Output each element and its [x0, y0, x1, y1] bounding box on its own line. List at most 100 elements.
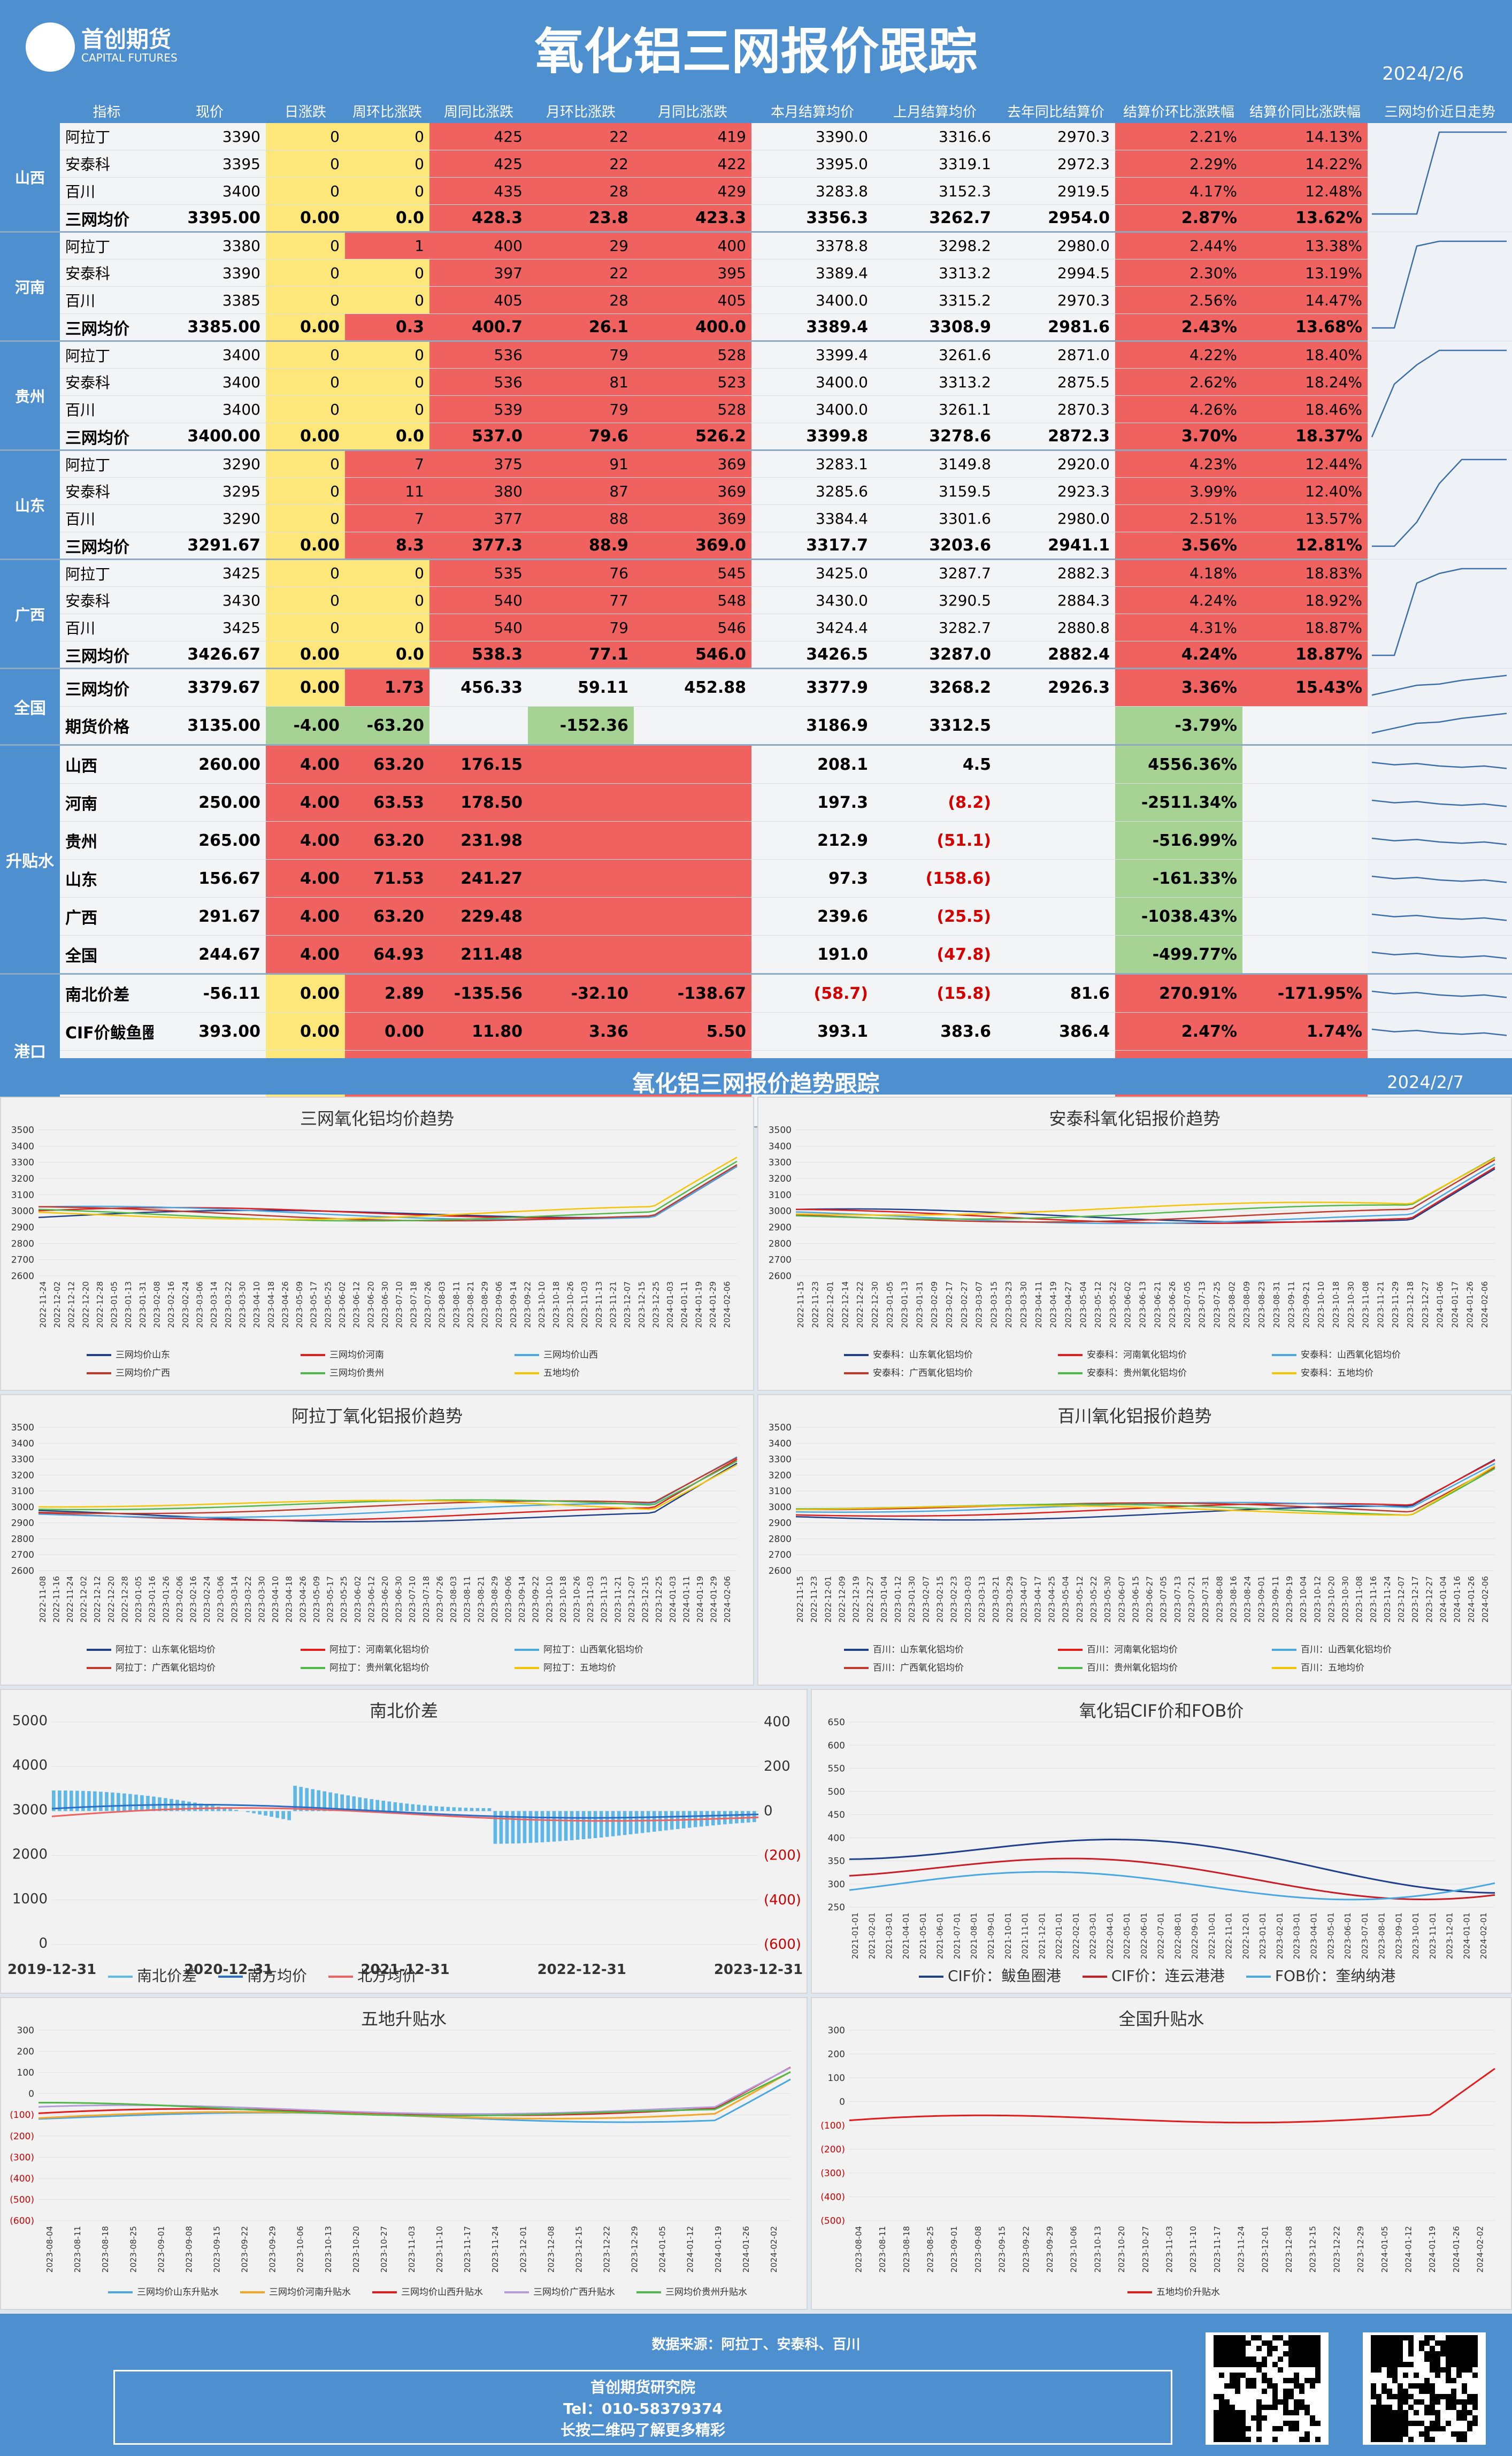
y2-tick-label: 200 — [764, 1758, 790, 1774]
table-cell: 435 — [429, 177, 528, 205]
bar-mark — [64, 1790, 67, 1811]
legend-item: 阿拉丁：贵州氧化铝均价 — [301, 1659, 493, 1677]
table-cell: 15.43% — [1242, 668, 1368, 707]
x-tick-label: 2023-01-30 — [907, 1576, 917, 1623]
table-row: 河南 阿拉丁 3380 0 1 400 29 400 3378.8 3298.2 2980.0 2.4… — [0, 232, 1512, 342]
chart-panel: 南北价差 0 1000 2000 3000 4000 5000 (600) (400) (200)… — [0, 1689, 808, 1994]
x-tick-label: 2022-12-14 — [840, 1281, 850, 1328]
table-cell: 270.91% — [1115, 974, 1242, 1013]
table-cell: 3425.0 — [751, 559, 873, 587]
legend-swatch-icon — [515, 1667, 539, 1669]
bar-mark — [99, 1792, 103, 1811]
bar-mark — [370, 1799, 374, 1811]
qr-hint: 长按二维码了解更多精彩 — [560, 2421, 725, 2439]
table-cell: -32.10 — [528, 974, 634, 1013]
x-tick-label: 2023-07-01 — [1360, 1912, 1370, 1959]
table-cell: 386.4 — [996, 1012, 1115, 1051]
table-cell: 7 — [345, 450, 429, 478]
x-tick-label: 2024-02-06 — [1480, 1576, 1490, 1623]
table-cell: -135.56 — [429, 974, 528, 1013]
table-cell: 0 — [345, 286, 429, 314]
x-tick-label: 2023-11-13 — [600, 1576, 609, 1623]
y-tick-label: 200 — [17, 2047, 34, 2057]
table-cell — [634, 897, 751, 936]
table-cell: 536 — [429, 341, 528, 369]
legend-swatch-icon — [87, 1667, 111, 1669]
x-tick-label: 2023-03-22 — [243, 1576, 253, 1623]
table-row: 河南 250.00 4.00 63.53 178.50 197.3 (8.2) -2511.3… — [0, 783, 1512, 822]
bar-mark — [111, 1792, 114, 1811]
legend-label: 三网均价河南 — [329, 1350, 384, 1360]
bar-mark — [346, 1795, 350, 1811]
x-tick-label: 2024-01-19 — [1427, 2226, 1437, 2273]
x-tick-label: 2022-12-01 — [1241, 1912, 1250, 1959]
legend-label: 百川：山西氧化铝均价 — [1301, 1644, 1392, 1655]
x-tick-label: 2023-07-05 — [1159, 1576, 1169, 1623]
table-cell: -2511.34% — [1115, 783, 1242, 822]
y-tick-label: 3300 — [769, 1158, 792, 1168]
legend-label: 百川：贵州氧化铝均价 — [1087, 1663, 1178, 1673]
x-tick-label: 2022-12-30 — [870, 1281, 880, 1328]
table-cell: 0.3 — [345, 313, 429, 342]
legend-item: 百川：广西氧化铝均价 — [844, 1659, 1037, 1677]
table-cell: 4.17% — [1115, 177, 1242, 205]
table-cell: 0 — [266, 477, 345, 505]
table-cell: 0 — [266, 504, 345, 532]
x-tick-label: 2023-01-05 — [134, 1576, 143, 1623]
y-tick-label: (100) — [820, 2121, 845, 2131]
bar-mark — [411, 1804, 415, 1811]
table-cell: 79 — [528, 395, 634, 423]
row-label: 阿拉丁 — [60, 341, 153, 369]
legend-item: 阿拉丁：广西氧化铝均价 — [87, 1659, 279, 1677]
table-cell: 18.87% — [1242, 614, 1368, 641]
table-cell: 546.0 — [634, 641, 751, 669]
table-cell — [1242, 935, 1368, 975]
table-cell: 3287.7 — [873, 559, 996, 587]
table-cell: 0 — [345, 559, 429, 587]
table-cell: 3378.8 — [751, 232, 873, 259]
x-tick-label: 2023-05-04 — [1078, 1281, 1088, 1328]
x-tick-label: 2023-12-08 — [546, 2226, 556, 2273]
column-header: 现价 — [153, 99, 266, 123]
table-row: 三网均价 3426.67 0.00 0.0 538.3 77.1 546.0 3426.5 32… — [0, 641, 1512, 669]
chart-panel: 阿拉丁氧化铝报价趋势 2600 2700 2800 2900 3000 3100 3200 33… — [0, 1394, 754, 1686]
table-cell: 2.89 — [345, 974, 429, 1013]
legend-swatch-icon — [301, 1667, 325, 1669]
table-cell: 540 — [429, 586, 528, 614]
y-tick-label: 2600 — [11, 1566, 34, 1577]
qr-code-icon[interactable] — [1363, 2332, 1486, 2445]
x-tick-label: 2022-12-20 — [81, 1281, 90, 1328]
table-cell: 0 — [266, 259, 345, 287]
x-tick-label: 2023-12-29 — [1356, 2226, 1365, 2273]
bar-mark — [358, 1797, 362, 1811]
y-tick-label: (600) — [10, 2216, 34, 2227]
legend-swatch-icon — [1272, 1667, 1296, 1669]
table-cell: 425 — [429, 150, 528, 178]
x-tick-label: 2023-09-06 — [503, 1576, 513, 1623]
x-tick-label: 2023-01-13 — [124, 1281, 133, 1328]
series-line — [795, 1159, 1495, 1223]
bar-mark — [93, 1791, 97, 1811]
bar-mark — [517, 1811, 521, 1843]
x-tick-label: 2022-11-23 — [809, 1576, 819, 1623]
y-tick-label: 2700 — [11, 1550, 34, 1560]
legend-swatch-icon — [1082, 1976, 1107, 1978]
bar-mark — [546, 1811, 550, 1842]
x-tick-label: 2023-05-30 — [1103, 1576, 1112, 1623]
series-line — [849, 1839, 1495, 1894]
legend-label: 三网均价广西升贴水 — [533, 2287, 615, 2298]
table-cell: 375 — [429, 450, 528, 478]
bar-mark — [623, 1811, 627, 1835]
legend-label: 三网均价山东 — [116, 1350, 170, 1360]
bar-mark — [723, 1811, 727, 1825]
table-cell: 4.00 — [266, 783, 345, 822]
x-tick-label: 2024-02-06 — [723, 1281, 732, 1328]
qr-code-icon[interactable] — [1206, 2332, 1329, 2445]
x-tick-label: 2023-08-25 — [128, 2226, 138, 2273]
x-tick-label: 2023-12-25 — [654, 1576, 664, 1623]
trend-sparkline — [1368, 783, 1512, 822]
contact-box: 首创期货研究院 Tel：010-58379374 长按二维码了解更多精彩 — [113, 2370, 1172, 2445]
legend-label: 三网均价广西 — [116, 1368, 170, 1379]
table-cell: 3430.0 — [751, 586, 873, 614]
x-tick-label: 2024-01-19 — [695, 1576, 705, 1623]
